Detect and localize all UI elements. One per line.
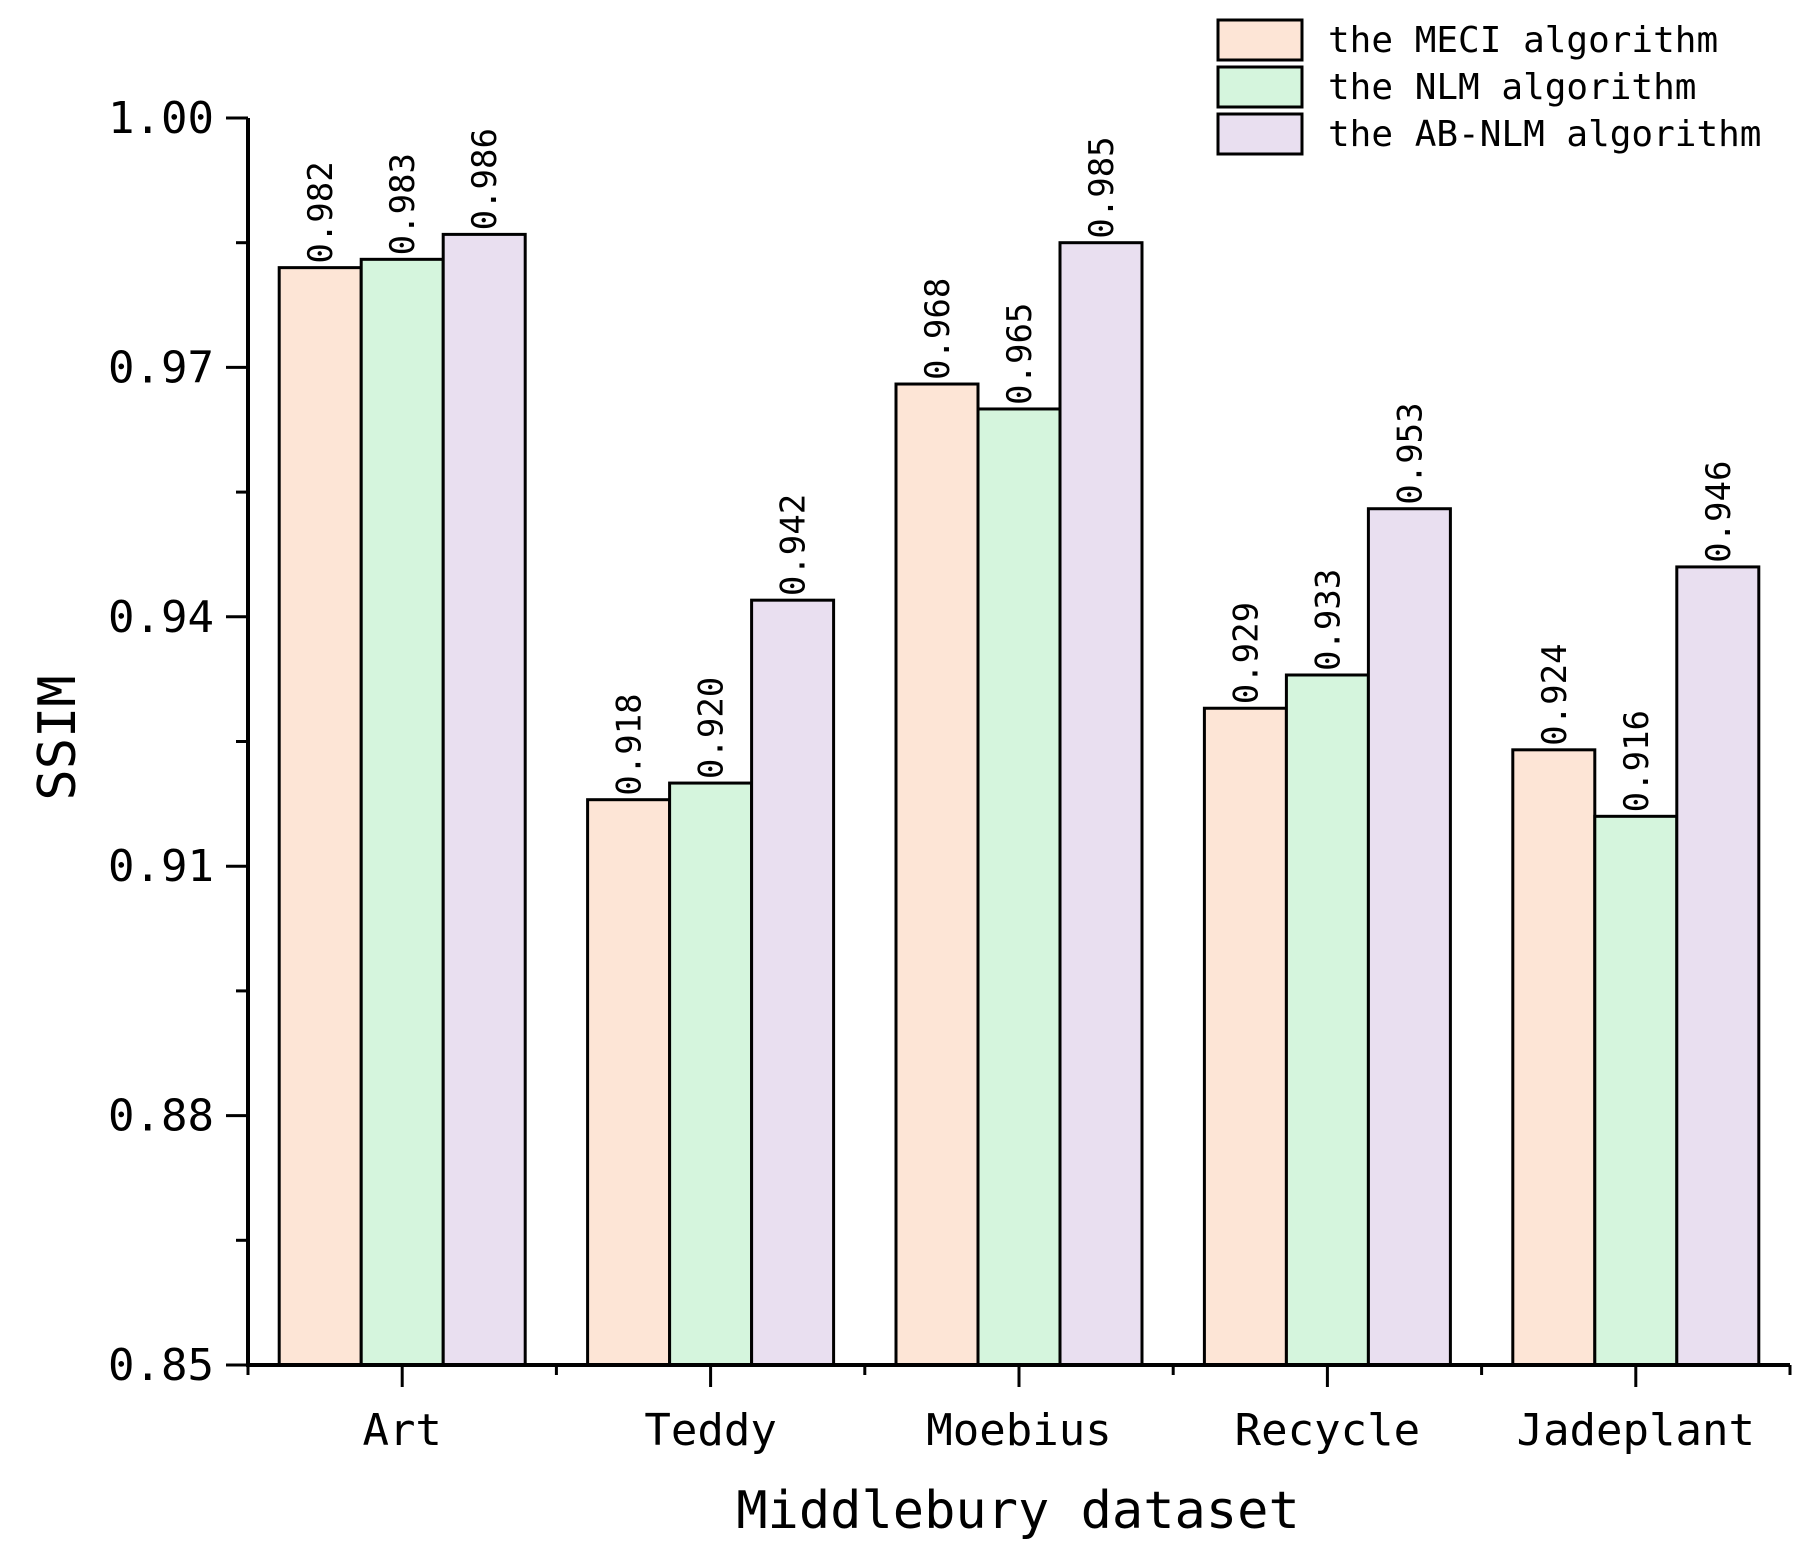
data-label: 0.982 <box>301 161 341 263</box>
data-label: 0.968 <box>918 278 958 380</box>
bar-recycle-series-2 <box>1284 673 1370 1367</box>
data-label: 0.918 <box>610 693 650 795</box>
data-label: 0.983 <box>383 153 423 255</box>
legend-label: the MECI algorithm <box>1328 20 1718 61</box>
data-label: 0.920 <box>692 677 732 779</box>
x-tick-label: Jadeplant <box>1517 1405 1755 1456</box>
y-tick-label: 0.85 <box>108 1340 214 1391</box>
legend: the MECI algorithm the NLM algorithm the A… <box>1216 18 1761 156</box>
data-label: 0.929 <box>1226 602 1266 704</box>
data-label: 0.986 <box>465 128 505 230</box>
bar-art-series-3 <box>441 232 527 1367</box>
data-label: 0.916 <box>1617 710 1657 812</box>
data-label: 0.942 <box>774 494 814 596</box>
legend-swatch <box>1216 65 1304 109</box>
axes: 0.85 0.88 0.91 0.94 0.97 1.00 Art Teddy Moebius R… <box>108 93 1792 1456</box>
x-tick-label: Art <box>362 1405 441 1456</box>
x-tick-label: Recycle <box>1235 1405 1420 1456</box>
data-label: 0.946 <box>1699 461 1739 563</box>
y-tick-label: 0.97 <box>108 342 214 393</box>
data-label: 0.985 <box>1082 136 1122 238</box>
x-tick-label: Moebius <box>926 1405 1111 1456</box>
legend-label: the NLM algorithm <box>1328 67 1696 108</box>
y-tick-label: 0.91 <box>108 841 214 892</box>
y-tick-label: 1.00 <box>108 93 214 144</box>
bar-teddy-series-3 <box>750 598 836 1367</box>
x-axis-title: Middlebury dataset <box>736 1481 1300 1541</box>
data-label: 0.965 <box>1000 303 1040 405</box>
bar-recycle-series-3 <box>1366 507 1452 1367</box>
bar-jadeplant-series-1 <box>1511 748 1597 1367</box>
bar-teddy-series-2 <box>668 781 754 1367</box>
y-tick-label: 0.94 <box>108 592 214 643</box>
data-label: 0.953 <box>1390 402 1430 504</box>
data-label: 0.933 <box>1308 569 1348 671</box>
bar-jadeplant-series-3 <box>1675 565 1761 1367</box>
bar-teddy-series-1 <box>586 798 672 1367</box>
bar-jadeplant-series-2 <box>1593 814 1679 1367</box>
bar-moebius-series-2 <box>976 407 1062 1367</box>
bar-art-series-1 <box>277 266 363 1367</box>
legend-swatch <box>1216 112 1304 156</box>
y-tick-label: 0.88 <box>108 1091 214 1142</box>
bar-moebius-series-3 <box>1058 241 1144 1367</box>
bar-moebius-series-1 <box>894 382 980 1367</box>
x-tick-label: Teddy <box>644 1405 776 1456</box>
plot-area: 0.982 0.983 0.986 0.918 0.920 0.942 0.968 0.965… <box>277 128 1761 1367</box>
data-label: 0.924 <box>1535 643 1575 745</box>
y-axis-title: SSIM <box>28 675 88 800</box>
bar-art-series-2 <box>359 257 445 1367</box>
legend-swatch <box>1216 18 1304 62</box>
bar-recycle-series-1 <box>1202 706 1288 1367</box>
legend-label: the AB-NLM algorithm <box>1328 114 1761 155</box>
